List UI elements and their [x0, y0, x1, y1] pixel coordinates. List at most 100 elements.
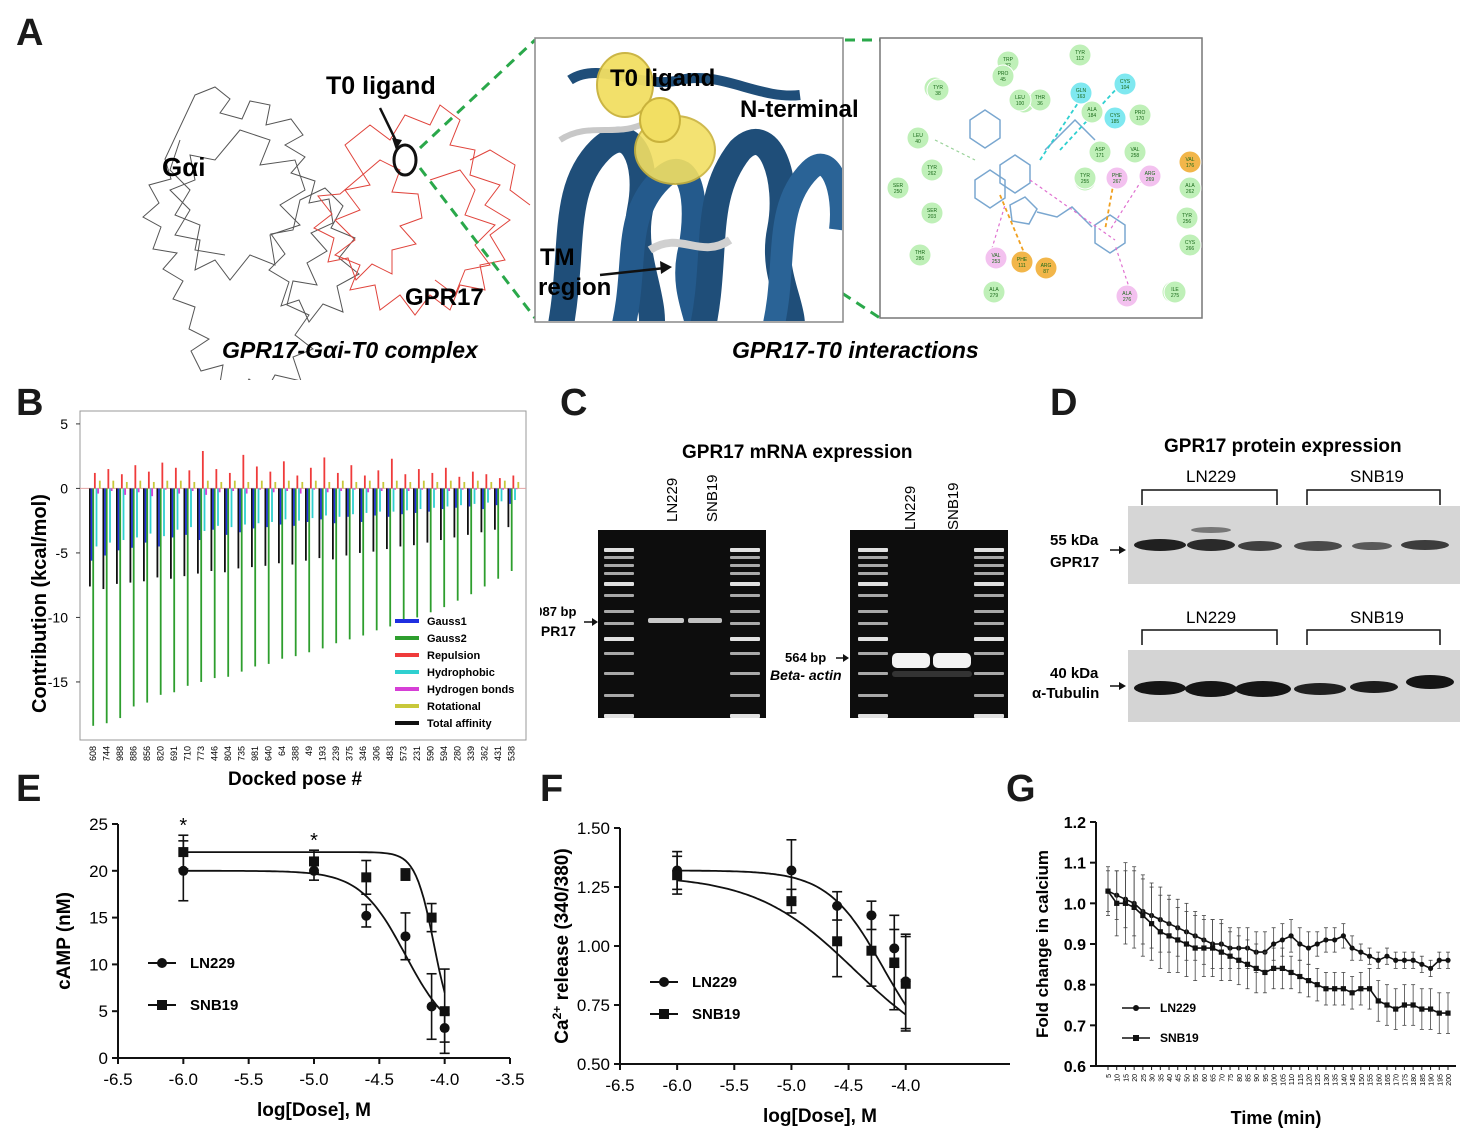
chart-b-bar [429, 488, 432, 613]
chart-g-point-snb19 [1271, 965, 1277, 971]
chart-g-xtick-label: 30 [1150, 1074, 1157, 1082]
svg-text:TYR: TYR [927, 165, 937, 171]
chart-b-xtick-label: 820 [156, 746, 166, 761]
chart-b-bar [178, 488, 181, 494]
chart-g-point-snb19 [1279, 965, 1285, 971]
chart-b-xtick-label: 49 [304, 746, 314, 756]
chart-g-ytick-label: 0.6 [1064, 1059, 1086, 1076]
chartE-xtick-label: -6.0 [169, 1070, 198, 1089]
svg-text:36: 36 [1037, 101, 1043, 107]
chart-b-xtick-label: 640 [264, 746, 274, 761]
chart-g-point-ln229 [1358, 949, 1364, 955]
chart-g-xtick-label: 110 [1289, 1074, 1296, 1085]
ladder-band [974, 572, 1004, 575]
complex-caption: GPR17-Gαi-T0 complex [222, 337, 479, 363]
chart-b-xtick-label: 981 [250, 746, 260, 761]
chart-g-point-snb19 [1401, 1002, 1408, 1008]
chartF-ylabel: Ca2+ release (340/380) [550, 848, 573, 1043]
svg-text:THR: THR [915, 250, 926, 256]
chart-b-bar [443, 488, 446, 608]
chart-b-bar [512, 475, 515, 489]
chart-b-bar [161, 462, 164, 489]
chart-g-xtick-label: 15 [1123, 1074, 1130, 1082]
chart-g-legend-label: LN229 [1160, 1001, 1196, 1015]
svg-text:267: 267 [1113, 179, 1122, 185]
chart-b-bar [272, 488, 275, 493]
chart-b-bar [227, 488, 230, 677]
chart-b-bar [379, 488, 381, 512]
blot1-band-size: 55 kDa [1050, 532, 1099, 549]
ladder-band [974, 622, 1004, 625]
t0-ligand-label: T0 ligand [326, 72, 436, 100]
chart-g-xtick-label: 165 [1385, 1074, 1392, 1086]
ladder-band [974, 672, 1004, 675]
svg-text:CYS: CYS [1110, 113, 1121, 119]
chart-b-bar [186, 488, 189, 686]
svg-text:ASP: ASP [1095, 147, 1106, 153]
chartF-ytick-label: 0.50 [577, 1055, 610, 1074]
chart-g-xtick-label: 25 [1141, 1074, 1148, 1082]
panel-letter-e: E [16, 768, 42, 810]
chartF-point-snb19 [866, 945, 877, 956]
chart-b-bar [360, 488, 363, 522]
chart-b-bar [136, 488, 138, 538]
chart-g-point-snb19 [1148, 921, 1155, 927]
chart-b-xtick-label: 886 [129, 746, 139, 761]
chartE-xtick-label: -4.5 [365, 1070, 394, 1089]
gel-2 [850, 530, 1008, 718]
chartF-ytick-label: 0.75 [577, 996, 610, 1015]
ladder-band [604, 582, 634, 586]
chart-b-bar [431, 472, 434, 489]
chart-b-xtick-label: 231 [412, 746, 422, 761]
svg-text:279: 279 [990, 293, 999, 299]
chart-b-xtick-label: 744 [102, 746, 112, 761]
chartE-legend-marker [157, 958, 167, 968]
chartE-legend-label: LN229 [190, 955, 235, 972]
chart-g-point-snb19 [1410, 1002, 1416, 1008]
chartE-ytick-label: 10 [89, 955, 108, 974]
gel2-band-name: Beta- actin [770, 667, 842, 683]
chart-b-xtick-label: 594 [439, 746, 449, 761]
svg-text:255: 255 [1081, 179, 1090, 185]
chart-b-legend-swatch [395, 704, 419, 708]
svg-text:40: 40 [915, 139, 921, 145]
chart-b-bar [335, 488, 338, 644]
chartE-xtick-label: -3.5 [495, 1070, 524, 1089]
western-blot-gpr17 [1128, 506, 1460, 584]
chartF-ytick-label: 1.00 [577, 937, 610, 956]
ladder-band [604, 714, 634, 718]
chart-b-bar [417, 469, 420, 489]
ladder-band [604, 637, 634, 641]
ladder-band [858, 694, 888, 697]
chartF-point-snb19 [672, 870, 683, 881]
chartF-legend-label: LN229 [692, 974, 737, 991]
svg-text:ILE: ILE [1171, 287, 1179, 293]
ladder-band [730, 564, 760, 567]
chart-g-point-snb19 [1175, 937, 1181, 943]
chart-g-xtick-label: 145 [1350, 1074, 1357, 1086]
chart-b-bar [480, 488, 483, 533]
chart-b-bar [318, 488, 321, 559]
chart-b-bar [124, 488, 127, 495]
ladder-band [858, 556, 888, 559]
chart-b-bar [404, 474, 407, 489]
chart-b-legend-swatch [395, 721, 419, 725]
chart-b-bar [352, 488, 354, 515]
panel-letter-a: A [16, 12, 44, 54]
chart-b-bar [274, 481, 277, 489]
chart-g-xtick-label: 130 [1324, 1074, 1331, 1086]
chart-b-bar [514, 488, 516, 501]
chart-b-legend-swatch [395, 653, 419, 657]
chart-g-point-ln229 [1366, 953, 1373, 959]
chartF-ytick-label: 1.50 [577, 819, 610, 838]
chart-b-bar [392, 488, 395, 512]
chart-g-point-ln229 [1340, 933, 1346, 939]
svg-text:ALA: ALA [1122, 291, 1132, 297]
chart-g-xtick-label: 5 [1106, 1074, 1113, 1078]
chart-b-bar [389, 488, 392, 627]
chart-g-point-ln229 [1436, 957, 1442, 963]
